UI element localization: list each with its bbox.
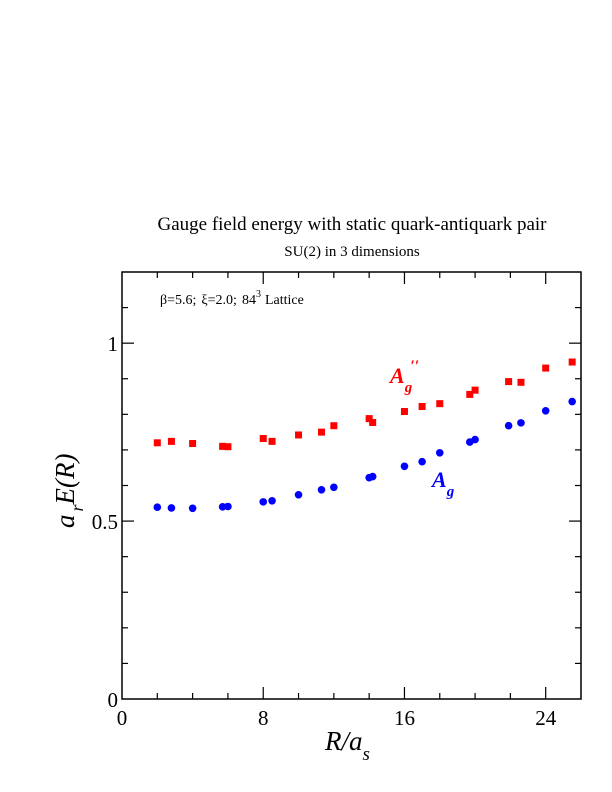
ag-double-prime-sup: ′′ [410, 358, 419, 375]
data-point-circle [153, 503, 162, 512]
lattice-suffix: Lattice [265, 293, 304, 308]
ag-double-prime-sub: g [404, 380, 413, 396]
x-tick-label: 8 [258, 706, 269, 730]
data-point-circle [471, 435, 479, 444]
series-label-ag: Ag [430, 467, 455, 500]
y-axis-label-a: a [50, 515, 80, 529]
x-axis-label-sub: s [363, 744, 370, 765]
data-point-circle [167, 504, 176, 512]
data-point-square [505, 378, 513, 386]
ag-sub: g [446, 484, 455, 500]
data-point-square [369, 419, 377, 427]
data-point-circle [224, 502, 232, 511]
data-point-square [259, 435, 267, 443]
data-point-square [330, 422, 338, 430]
data-point-square [542, 364, 550, 372]
data-point-square [471, 386, 479, 394]
data-point-circle [418, 457, 426, 466]
data-point-square [167, 437, 175, 445]
lattice-exponent: 3 [256, 289, 261, 300]
x-axis-label: R/as [324, 726, 370, 765]
lattice-size-text: 84 [242, 293, 256, 308]
data-point-circle [188, 504, 197, 513]
data-point-square [295, 431, 303, 439]
data-point-circle [568, 397, 576, 406]
x-axis-label-main: R/a [324, 726, 363, 756]
ag-double-prime-main: A [388, 363, 405, 388]
data-point-square [268, 437, 276, 445]
x-tick-label: 24 [535, 706, 557, 730]
chart-subtitle: SU(2) in 3 dimensions [284, 244, 420, 260]
data-point-circle [368, 472, 377, 481]
data-point-square [568, 358, 576, 366]
data-point-circle [400, 462, 409, 471]
beta-text: β=5.6; [160, 293, 196, 308]
x-tick-label: 0 [117, 706, 128, 730]
ag-main: A [430, 467, 447, 492]
y-axis-label: arE(R) [50, 454, 87, 528]
y-tick-label: 0.5 [92, 510, 118, 534]
data-point-square [219, 442, 227, 450]
y-tick-label: 0 [108, 688, 119, 712]
data-point-circle [268, 497, 276, 505]
data-point-circle [259, 498, 268, 506]
data-point-square [189, 440, 197, 448]
data-point-square [400, 407, 408, 415]
y-tick-label: 1 [108, 332, 119, 356]
xi-text: ξ=2.0; [201, 293, 237, 308]
data-point-circle [330, 483, 338, 492]
data-point-circle [517, 419, 525, 427]
y-axis-label-sub: r [67, 504, 87, 512]
data-point-square [418, 403, 426, 411]
data-point-circle [435, 448, 444, 457]
data-point-square [517, 378, 525, 386]
series-label-ag-double-prime: Ag ′′ [388, 358, 419, 396]
data-point-square [317, 428, 325, 436]
data-point-circle [294, 490, 303, 499]
data-point-square [224, 443, 232, 451]
data-point-square [466, 390, 474, 398]
lattice-annotation: β=5.6; ξ=2.0; 843 Lattice [160, 289, 304, 308]
y-axis-label-rest: E(R) [50, 454, 80, 506]
data-point-square [436, 400, 444, 408]
data-point-square [365, 415, 373, 423]
data-point-circle [504, 421, 513, 430]
data-point-circle [317, 485, 326, 494]
plot-frame [121, 271, 582, 700]
chart-title: Gauge field energy with static quark-ant… [157, 214, 547, 235]
data-point-circle [541, 406, 550, 415]
data-points [153, 358, 576, 513]
x-tick-label: 16 [394, 706, 415, 730]
axis-ticks: 0 8 16 24 0 0.5 1 [92, 272, 581, 730]
data-point-square [153, 439, 161, 447]
